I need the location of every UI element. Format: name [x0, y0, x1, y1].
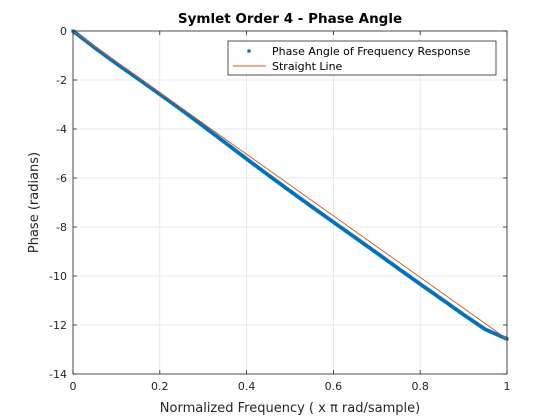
y-tick-label: -14	[49, 368, 67, 381]
y-tick-label: 0	[60, 25, 67, 38]
legend-label-straight-line: Straight Line	[272, 60, 343, 73]
phase-angle-series	[71, 29, 509, 341]
x-tick-label: 0.6	[325, 380, 343, 393]
legend: Phase Angle of Frequency Response Straig…	[227, 40, 497, 76]
axis-ticks: 0 0.2 0.4 0.6 0.8 1 0 -2 -4 -6 -8 -10 -12 -14	[49, 25, 510, 393]
y-tick-label: -8	[56, 221, 67, 234]
y-tick-label: -6	[56, 172, 67, 185]
series-layer	[71, 29, 509, 341]
x-tick-label: 0	[70, 380, 77, 393]
y-tick-label: -2	[56, 74, 67, 87]
x-tick-label: 0.2	[151, 380, 169, 393]
x-tick-label: 0.8	[411, 380, 429, 393]
straight-line-series	[72, 30, 508, 340]
y-tick-label: -12	[49, 319, 67, 332]
legend-label-phase-angle: Phase Angle of Frequency Response	[272, 45, 471, 58]
x-tick-label: 1	[504, 380, 511, 393]
y-tick-label: -4	[56, 123, 67, 136]
chart-title: Symlet Order 4 - Phase Angle	[178, 11, 402, 27]
legend-box	[227, 40, 497, 76]
y-tick-label: -10	[49, 270, 67, 283]
x-axis-label: Normalized Frequency ( x π rad/sample)	[160, 401, 420, 416]
y-axis-label: Phase (radians)	[27, 152, 42, 253]
plot-area	[73, 31, 507, 374]
plot-frame	[72, 30, 508, 375]
legend-marker-phase-angle	[247, 49, 251, 53]
x-tick-label: 0.4	[238, 380, 256, 393]
